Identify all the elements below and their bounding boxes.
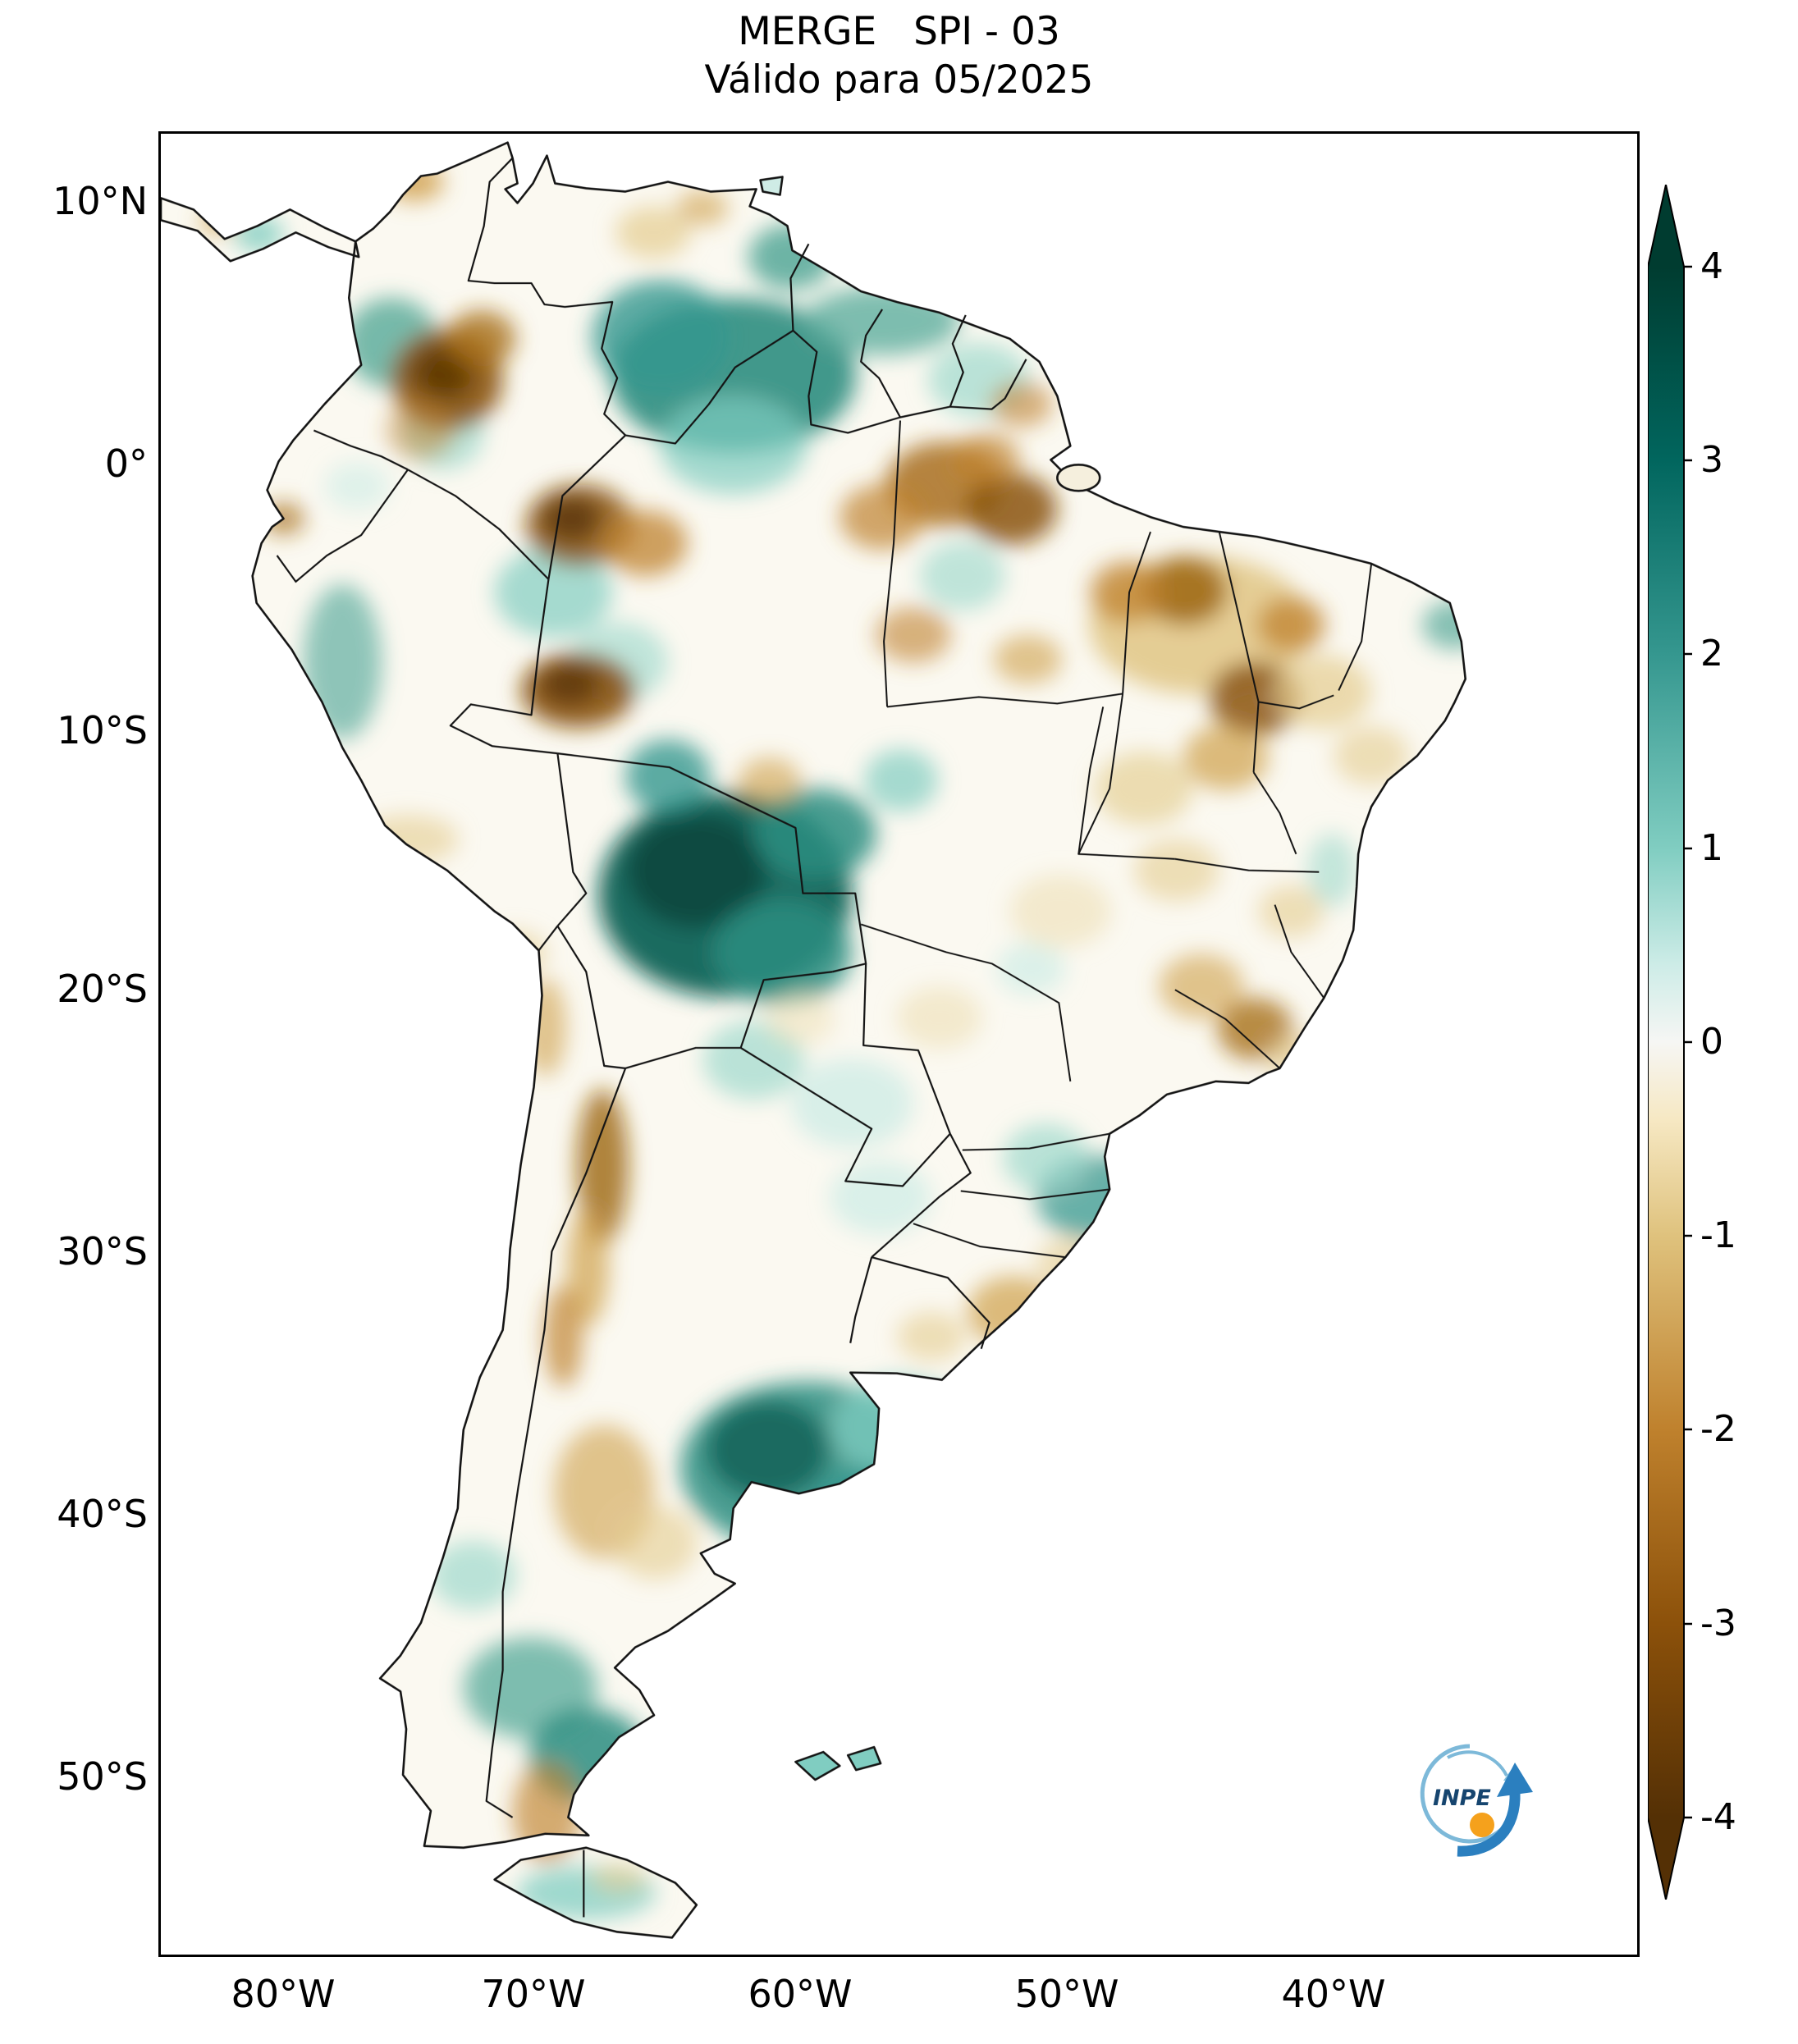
inpe-orange-ball-icon: [1470, 1813, 1494, 1837]
colorbar-tick-label: 1: [1700, 827, 1723, 869]
inpe-logo-graphic: INPE: [1420, 1744, 1533, 1857]
lon-tick-label: 60°W: [748, 1972, 853, 2016]
colorbar-tick-label: 4: [1700, 245, 1723, 287]
figure-title: MERGE SPI - 03 Válido para 05/2025: [158, 8, 1640, 105]
lat-tick-label: 50°S: [57, 1754, 148, 1799]
lat-tick-label: 0°: [104, 441, 148, 486]
lat-tick-label: 40°S: [57, 1492, 148, 1536]
colorbar-tick-label: 3: [1700, 439, 1723, 481]
lon-tick-label: 40°W: [1281, 1972, 1386, 2016]
lat-tick-label: 10°S: [57, 708, 148, 752]
colorbar-tick-label: -2: [1700, 1408, 1736, 1450]
colorbar-tick-label: -4: [1700, 1796, 1736, 1838]
lat-tick-label: 20°S: [57, 967, 148, 1011]
colorbar-tick-label: -1: [1700, 1214, 1736, 1256]
lat-tick-label: 30°S: [57, 1229, 148, 1273]
lon-tick-label: 50°W: [1014, 1972, 1119, 2016]
south-america-spi-map: [159, 141, 1466, 1939]
colorbar-tick-label: 0: [1700, 1021, 1723, 1063]
country-borders: [276, 157, 1027, 1918]
lon-tick-label: 80°W: [231, 1972, 336, 2016]
inpe-arrow-icon: [1457, 1763, 1533, 1857]
colorbar-gradient: [1647, 184, 1692, 1900]
title-line-1: MERGE SPI - 03: [738, 9, 1060, 54]
map-axes-frame: [158, 131, 1640, 1957]
lat-tick-label: 10°N: [53, 179, 148, 223]
spi-colorbar: [1647, 184, 1695, 1903]
inpe-logo-text: INPE: [1433, 1786, 1491, 1811]
coastlines: [159, 141, 1466, 1939]
colorbar-tick-label: 2: [1700, 633, 1723, 674]
state-borders: [860, 420, 1373, 1259]
inpe-logo: INPE: [1400, 1728, 1540, 1871]
colorbar-tick-label: -3: [1700, 1603, 1736, 1644]
title-line-2: Válido para 05/2025: [704, 57, 1094, 103]
lon-tick-label: 70°W: [481, 1972, 586, 2016]
